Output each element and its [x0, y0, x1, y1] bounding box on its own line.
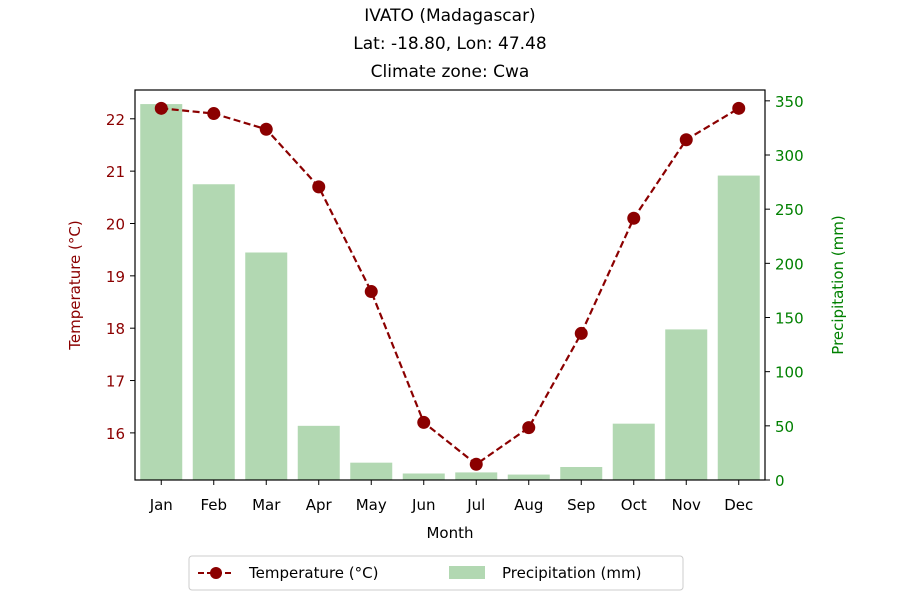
precipitation-bar [245, 252, 288, 480]
legend: Temperature (°C) Precipitation (mm) [188, 555, 684, 591]
left-y-axis-label: Temperature (°C) [66, 220, 84, 350]
temperature-point [207, 107, 221, 121]
right-y-tick-label: 200 [775, 255, 804, 273]
title-line-3: Climate zone: Cwa [371, 62, 530, 82]
temperature-point [469, 457, 483, 471]
left-y-tick-label: 17 [106, 373, 125, 391]
temperature-point [627, 211, 641, 225]
precipitation-bar [665, 329, 708, 480]
left-y-tick-label: 22 [106, 111, 125, 129]
x-tick-label: May [356, 496, 387, 514]
x-tick-label: Aug [514, 496, 543, 514]
legend-temperature-label: Temperature (°C) [248, 564, 378, 582]
x-tick-label: Nov [672, 496, 701, 514]
precipitation-bar [297, 425, 340, 480]
precipitation-bar [717, 175, 760, 481]
x-tick-label: Jul [466, 496, 485, 514]
precipitation-bar [455, 472, 498, 480]
x-tick-label: Feb [200, 496, 227, 514]
right-y-tick-label: 50 [775, 418, 794, 436]
chart-title: IVATO (Madagascar) Lat: -18.80, Lon: 47.… [353, 6, 546, 82]
precipitation-bar [402, 473, 445, 480]
title-line-1: IVATO (Madagascar) [364, 6, 535, 26]
precipitation-bar [507, 474, 550, 480]
temperature-point [364, 285, 378, 299]
temperature-line [161, 107, 740, 466]
legend-precipitation-swatch [449, 566, 485, 579]
x-tick-label: Apr [306, 496, 333, 514]
precipitation-bars [140, 104, 760, 481]
x-tick-label: Jan [149, 496, 173, 514]
precipitation-bar [192, 184, 235, 480]
x-tick-label: Dec [724, 496, 753, 514]
left-y-tick-label: 21 [106, 163, 125, 181]
x-tick-label: Oct [621, 496, 647, 514]
right-y-axis-label: Precipitation (mm) [829, 215, 847, 354]
temperature-point [574, 326, 588, 340]
temperature-point [732, 101, 746, 115]
right-y-axis: 0 50 100 150 200 250 300 350 [765, 93, 804, 490]
left-y-axis: 16 17 18 19 20 21 22 [106, 111, 135, 443]
legend-temperature-marker [210, 567, 222, 579]
temperature-point [522, 421, 536, 435]
plot-frame [134, 89, 766, 481]
right-y-tick-label: 150 [775, 310, 804, 328]
right-y-tick-label: 300 [775, 147, 804, 165]
x-axis-label: Month [426, 524, 473, 542]
legend-precipitation-label: Precipitation (mm) [502, 564, 641, 582]
temperature-point [679, 133, 693, 147]
legend-box [188, 555, 684, 591]
right-y-tick-label: 100 [775, 364, 804, 382]
precipitation-bar [612, 423, 655, 480]
right-y-tick-label: 250 [775, 201, 804, 219]
left-y-tick-label: 19 [106, 268, 125, 286]
right-y-tick-label: 0 [775, 472, 785, 490]
left-y-tick-label: 18 [106, 320, 125, 338]
x-tick-label: Jun [411, 496, 435, 514]
temperature-point [154, 101, 168, 115]
temperature-point [312, 180, 326, 194]
title-line-2: Lat: -18.80, Lon: 47.48 [353, 34, 546, 54]
temperature-series [154, 101, 746, 471]
temperature-point [259, 122, 273, 136]
precipitation-bar [350, 462, 393, 480]
precipitation-bar [140, 104, 183, 480]
right-y-tick-label: 350 [775, 93, 804, 111]
x-tick-label: Mar [252, 496, 281, 514]
left-y-tick-label: 20 [106, 215, 125, 233]
precipitation-bar [560, 467, 603, 480]
x-tick-label: Sep [567, 496, 595, 514]
temperature-point [417, 415, 431, 429]
left-y-tick-label: 16 [106, 425, 125, 443]
x-axis: Jan Feb Mar Apr May Jun Jul Aug Sep Oct Nov Dec [149, 480, 753, 514]
